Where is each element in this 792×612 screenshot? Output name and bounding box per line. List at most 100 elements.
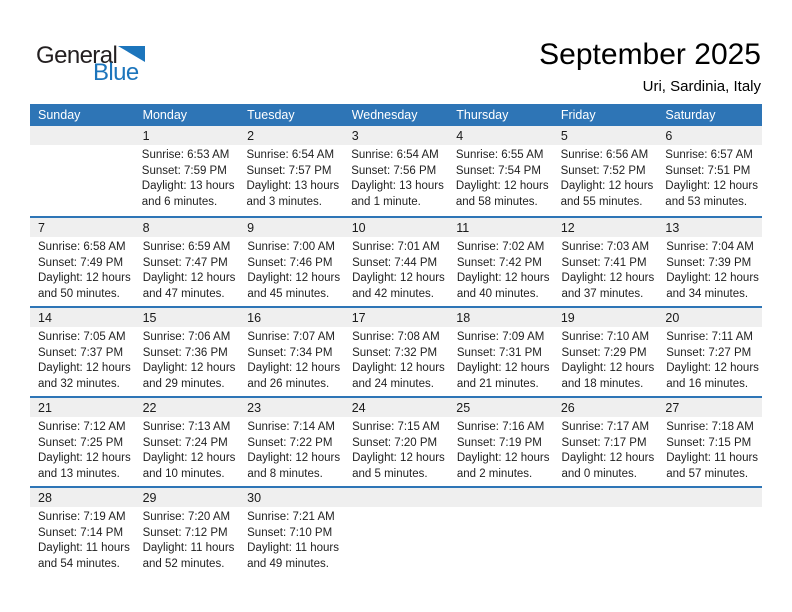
day-info-line: Daylight: 12 hours	[666, 362, 759, 374]
day-number-band: 14 15 16 17 18 19 20	[30, 308, 762, 327]
day-number: 7	[38, 220, 45, 235]
day-details-row: Sunrise: 6:53 AM Sunset: 7:59 PM Daylight:…	[30, 145, 762, 210]
day-info-line: Daylight: 12 hours	[456, 272, 550, 284]
day-info-line: Sunset: 7:24 PM	[142, 436, 228, 449]
day-info-line: Daylight: 11 hours	[247, 542, 339, 554]
day-info-line: and 1 minute.	[351, 195, 421, 208]
day-info-line: Sunset: 7:27 PM	[666, 346, 752, 359]
week-row: 7 8 9 10 11 12 13 Sunrise: 6:58 AM Sunset: 7:49 …	[30, 216, 762, 306]
day-cell: Sunrise: 7:19 AM Sunset: 7:14 PM Daylight:…	[30, 507, 135, 572]
day-info-line: Daylight: 13 hours	[141, 180, 235, 192]
general-blue-logo: General Blue	[36, 44, 146, 86]
day-info-line: Sunrise: 7:21 AM	[247, 511, 335, 523]
weekday-header-wednesday: Wednesday	[351, 108, 418, 122]
day-cell: Sunrise: 7:03 AM Sunset: 7:41 PM Daylight:…	[554, 237, 659, 302]
day-info-line: and 8 minutes.	[247, 467, 323, 480]
day-info-line: Sunset: 7:14 PM	[38, 526, 124, 539]
day-info-line: and 6 minutes.	[141, 195, 218, 208]
day-info-line: Sunset: 7:57 PM	[246, 164, 332, 177]
day-info-line: Sunrise: 7:09 AM	[456, 331, 545, 343]
empty-day-cell	[344, 507, 449, 572]
day-info-line: Daylight: 12 hours	[560, 180, 654, 192]
day-cell: Sunrise: 7:07 AM Sunset: 7:34 PM Daylight:…	[239, 327, 344, 392]
day-info-line: and 32 minutes.	[38, 377, 120, 390]
day-cell: Sunrise: 7:18 AM Sunset: 7:15 PM Daylight:…	[658, 417, 762, 482]
day-info-line: Sunset: 7:32 PM	[352, 346, 438, 359]
day-number: 21	[38, 400, 52, 415]
day-info-line: and 2 minutes.	[456, 467, 533, 480]
day-cell: Sunrise: 7:02 AM Sunset: 7:42 PM Daylight:…	[449, 237, 554, 302]
day-cell: Sunrise: 7:04 AM Sunset: 7:39 PM Daylight:…	[658, 237, 763, 302]
day-info-line: Sunset: 7:29 PM	[561, 346, 647, 359]
day-info-line: and 42 minutes.	[352, 287, 434, 300]
day-info-line: Sunset: 7:10 PM	[247, 526, 333, 539]
calendar-table: Sunday Monday Tuesday Wednesday Thursday Frid…	[30, 104, 762, 576]
day-number-band: 21 22 23 24 25 26 27	[30, 398, 762, 417]
day-cell: Sunrise: 7:09 AM Sunset: 7:31 PM Daylight:…	[449, 327, 554, 392]
day-info-line: Sunrise: 7:00 AM	[247, 241, 335, 253]
day-info-line: Daylight: 12 hours	[38, 452, 131, 464]
day-info-line: and 49 minutes.	[247, 557, 329, 570]
day-info-line: Sunrise: 7:20 AM	[142, 511, 231, 523]
day-info-line: and 55 minutes.	[560, 195, 643, 208]
day-info-line: and 47 minutes.	[142, 287, 225, 300]
day-info-line: Sunset: 7:17 PM	[561, 436, 647, 449]
empty-day-cell	[448, 507, 553, 572]
day-cell: Sunrise: 6:54 AM Sunset: 7:57 PM Daylight:…	[238, 145, 343, 210]
day-cell: Sunrise: 7:10 AM Sunset: 7:29 PM Daylight:…	[554, 327, 659, 392]
day-cell: Sunrise: 7:08 AM Sunset: 7:32 PM Daylight:…	[344, 327, 449, 392]
day-info-line: Sunset: 7:36 PM	[142, 346, 228, 359]
day-number: 19	[560, 310, 575, 325]
day-info-line: Sunrise: 6:54 AM	[351, 149, 439, 161]
day-info-line: and 0 minutes.	[561, 467, 637, 480]
day-info-line: Daylight: 12 hours	[142, 452, 236, 464]
day-cell: Sunrise: 7:20 AM Sunset: 7:12 PM Daylight:…	[135, 507, 240, 572]
day-cell: Sunrise: 7:06 AM Sunset: 7:36 PM Daylight:…	[135, 327, 240, 392]
day-number: 3	[351, 128, 359, 143]
day-info-line: Sunrise: 7:17 AM	[561, 421, 650, 433]
day-info-line: and 45 minutes.	[247, 287, 330, 300]
day-number: 24	[351, 400, 366, 415]
day-info-line: Daylight: 12 hours	[38, 362, 131, 374]
day-info-line: Daylight: 12 hours	[666, 272, 759, 284]
day-info-line: Daylight: 12 hours	[456, 362, 550, 374]
day-info-line: Daylight: 11 hours	[142, 542, 235, 554]
day-info-line: and 54 minutes.	[38, 557, 120, 570]
day-details-row: Sunrise: 6:58 AM Sunset: 7:49 PM Daylight:…	[30, 237, 762, 302]
day-info-line: and 26 minutes.	[247, 377, 330, 390]
day-info-line: and 24 minutes.	[352, 377, 434, 390]
day-number: 20	[665, 310, 680, 325]
day-info-line: and 18 minutes.	[561, 377, 644, 390]
day-info-line: Sunrise: 6:53 AM	[141, 149, 230, 161]
day-cell: Sunrise: 7:21 AM Sunset: 7:10 PM Daylight:…	[239, 507, 344, 572]
day-info-line: Daylight: 12 hours	[142, 362, 236, 374]
day-info-line: and 10 minutes.	[142, 467, 225, 480]
day-info-line: and 40 minutes.	[456, 287, 539, 300]
day-info-line: Sunset: 7:12 PM	[142, 526, 228, 539]
day-info-line: Sunrise: 7:05 AM	[38, 331, 126, 343]
day-info-line: Daylight: 11 hours	[38, 542, 130, 554]
day-number: 2	[247, 128, 255, 143]
day-info-line: and 53 minutes.	[665, 195, 748, 208]
day-info-line: Sunrise: 6:59 AM	[142, 241, 231, 253]
day-number: 8	[142, 220, 150, 235]
day-info-line: Sunrise: 6:55 AM	[455, 149, 544, 161]
day-number: 22	[142, 400, 157, 415]
day-info-line: Sunset: 7:51 PM	[665, 164, 751, 177]
day-number: 18	[456, 310, 471, 325]
day-cell: Sunrise: 6:57 AM Sunset: 7:51 PM Daylight:…	[657, 145, 762, 210]
logo-text-blue: Blue	[93, 59, 139, 86]
day-info-line: Daylight: 12 hours	[247, 452, 341, 464]
day-info-line: Sunset: 7:41 PM	[561, 256, 647, 269]
day-cell: Sunrise: 6:53 AM Sunset: 7:59 PM Daylight:…	[134, 145, 239, 210]
day-info-line: and 50 minutes.	[38, 287, 120, 300]
day-info-line: Sunset: 7:54 PM	[455, 164, 541, 177]
day-info-line: and 13 minutes.	[38, 467, 120, 480]
day-info-line: Sunset: 7:39 PM	[666, 256, 752, 269]
empty-day-cell	[553, 507, 658, 572]
day-cell: Sunrise: 7:00 AM Sunset: 7:46 PM Daylight:…	[239, 237, 344, 302]
day-info-line: Sunrise: 7:15 AM	[352, 421, 440, 433]
day-info-line: Sunrise: 7:07 AM	[247, 331, 335, 343]
day-info-line: and 29 minutes.	[142, 377, 225, 390]
day-info-line: Sunset: 7:22 PM	[247, 436, 333, 449]
